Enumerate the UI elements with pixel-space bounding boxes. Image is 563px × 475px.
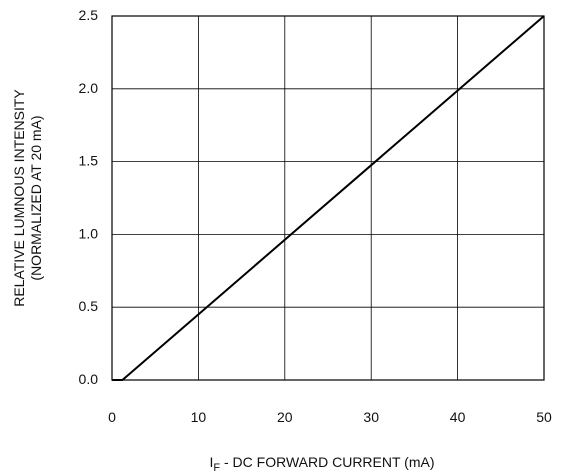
x-axis-title-subscript: F [213,462,220,474]
y-tick-label: 0.0 [79,371,99,387]
y-tick-label: 0.5 [79,298,99,314]
grid [111,15,545,381]
x-axis-title-rest: - DC FORWARD CURRENT (mA) [220,454,434,470]
x-tick-labels: 0 10 20 30 40 50 [108,409,552,425]
x-tick-label: 10 [191,409,207,425]
y-tick-labels: 0.0 0.5 1.0 1.5 2.0 2.5 [79,7,99,387]
y-tick-label: 2.5 [79,7,99,23]
series-line-0 [112,15,545,381]
y-axis-title-line2: (NORMALIZED AT 20 mA) [28,115,44,280]
x-axis-title-prefix: I [209,454,213,470]
x-tick-label: 50 [536,409,552,425]
y-axis-title-line1: RELATIVE LUMNOUS INTENSITY [11,89,27,307]
y-tick-label: 2.0 [79,80,99,96]
y-tick-label: 1.0 [79,225,99,241]
y-tick-label: 1.5 [79,153,99,169]
x-tick-label: 20 [277,409,293,425]
plot-frame [111,15,545,381]
series-group [112,15,545,381]
x-tick-label: 30 [363,409,379,425]
x-axis-title: IF - DC FORWARD CURRENT (mA) [209,454,434,474]
x-tick-label: 40 [450,409,466,425]
x-tick-label: 0 [108,409,116,425]
